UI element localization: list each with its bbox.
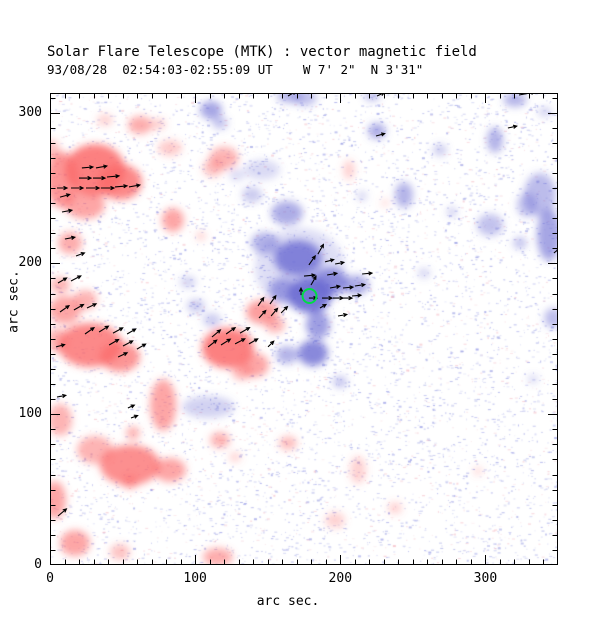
y-tick-label: 300 <box>18 104 42 120</box>
x-axis-label: arc sec. <box>256 594 320 609</box>
y-tick-label: 200 <box>18 255 42 271</box>
x-tick-label: 300 <box>473 571 498 586</box>
y-tick-label: 100 <box>18 406 42 422</box>
axis-ticks <box>51 94 557 564</box>
magnetogram-svg <box>50 93 558 565</box>
plot-area <box>50 93 558 565</box>
chart-title: Solar Flare Telescope (MTK) : vector mag… <box>47 44 477 60</box>
vector-arrows <box>55 93 558 517</box>
plot-frame <box>50 93 558 565</box>
y-axis-label: arc sec. <box>6 270 22 333</box>
blob-layer <box>50 93 558 565</box>
y-tick-label: 0 <box>34 557 42 572</box>
chart-subtitle: 93/08/28 02:54:03-02:55:09 UT W 7' 2" N … <box>47 62 424 77</box>
x-tick-label: 100 <box>183 571 207 586</box>
x-tick-label: 0 <box>46 571 54 586</box>
x-tick-label: 200 <box>328 571 353 586</box>
flare-marker-circle <box>301 288 318 304</box>
